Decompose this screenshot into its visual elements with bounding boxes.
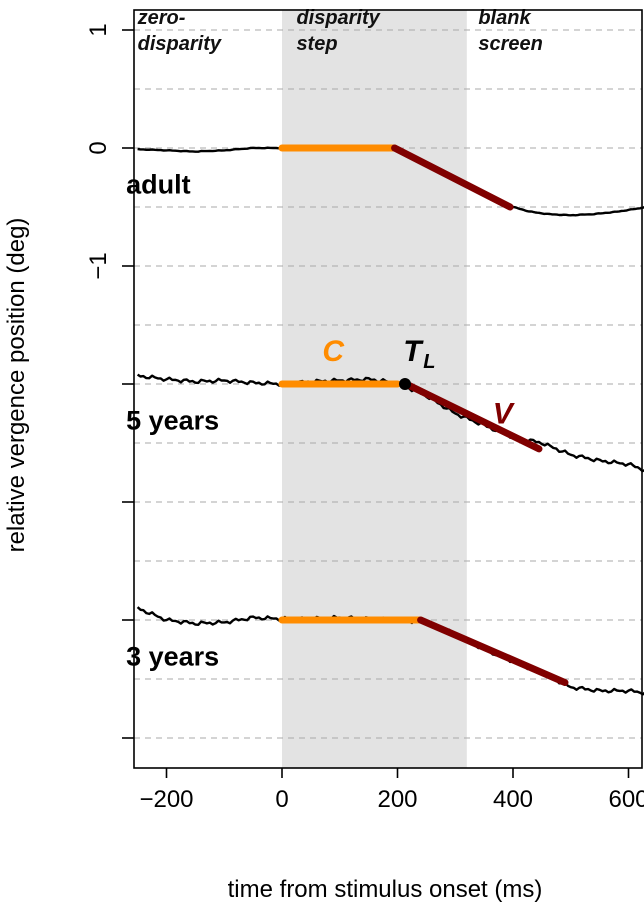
annotation-label: V [493, 398, 516, 431]
phase-label-line2: disparity [138, 33, 222, 55]
x-tick-label: 400 [493, 786, 533, 813]
velocity-segment [391, 144, 514, 211]
series-label: adult [126, 169, 191, 199]
phase-label-line2: screen [478, 33, 542, 55]
y-tick-label: 1 [85, 23, 112, 36]
annotation-subscript: L [423, 351, 435, 373]
disparity-step-shade [282, 10, 467, 768]
phase-label-line1: zero- [137, 7, 186, 29]
x-axis-title: time from stimulus onset (ms) [228, 876, 543, 903]
x-tick-label: 200 [377, 786, 417, 813]
plot-frame [133, 9, 643, 769]
x-tick-label: 600 [608, 786, 644, 813]
annotation-label: C [322, 335, 345, 368]
series-label: 5 years [126, 405, 219, 435]
velocity-segment [417, 616, 569, 687]
y-axis-title: relative vergence position (deg) [3, 218, 30, 553]
tl-point [399, 378, 412, 390]
velocity-segment [402, 380, 543, 453]
annotation-layer: C T L V [322, 335, 515, 431]
x-tick-label: −200 [139, 786, 193, 813]
axis-layer: −200 0 200 400 600 1 0 −1 [85, 23, 644, 813]
phase-label-layer: zero-disparity disparity step blank screen [137, 7, 543, 55]
annotation-label: T [403, 335, 424, 368]
phase-label-line1: blank [478, 7, 531, 29]
phase-label-line2: step [296, 33, 337, 55]
y-tick-label: 0 [85, 141, 112, 154]
segment-layer [278, 144, 569, 687]
x-tick-label: 0 [275, 786, 288, 813]
trace-line [136, 373, 644, 473]
series-label: 3 years [126, 641, 219, 671]
shaded-region-layer [282, 10, 467, 768]
y-tick-label: −1 [85, 252, 112, 279]
phase-label-line1: disparity [296, 7, 380, 29]
series-label-layer: adult 5 years 3 years [126, 169, 219, 671]
